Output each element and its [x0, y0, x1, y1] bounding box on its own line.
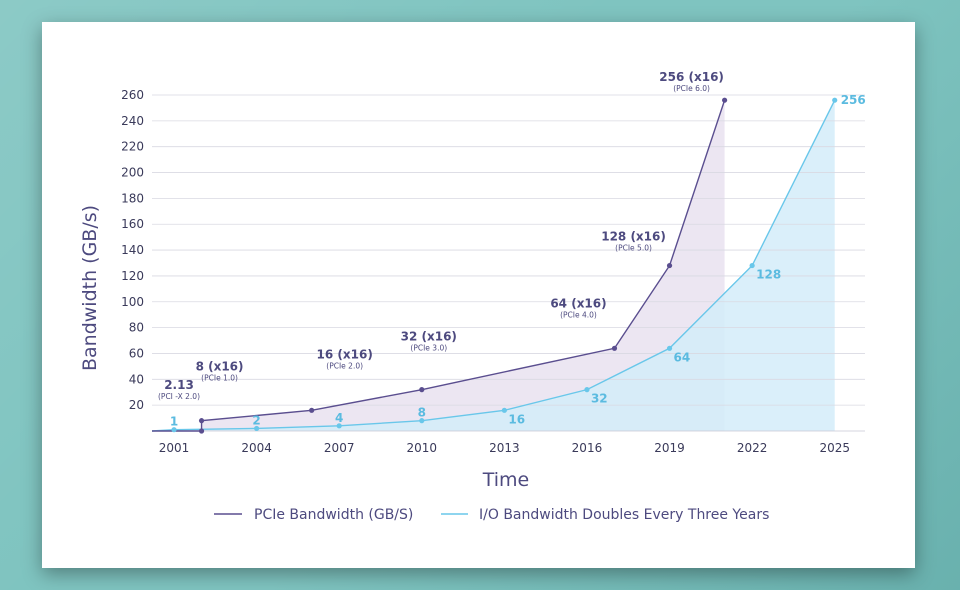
y-tick-label: 260	[121, 88, 144, 102]
pcix-start-label: 2.13	[164, 378, 194, 392]
y-tick-label: 180	[121, 191, 144, 205]
pcix-start-sublabel: (PCI -X 2.0)	[158, 392, 200, 401]
x-tick-label: 2013	[489, 441, 520, 455]
io-data-label: 128	[756, 268, 781, 282]
y-tick-label: 20	[129, 398, 144, 412]
io-data-point	[336, 423, 342, 429]
pcie-data-label: 64 (x16)	[550, 296, 606, 310]
pcie-data-sublabel: (PCIe 6.0)	[673, 84, 710, 93]
io-data-label: 32	[591, 392, 608, 406]
pcie-data-point	[611, 345, 618, 351]
x-tick-label: 2025	[819, 441, 850, 455]
x-tick-label: 2019	[654, 441, 685, 455]
pcie-data-point	[309, 407, 315, 413]
pcie-data-point	[722, 97, 728, 103]
bandwidth-chart: 20 40 60 80 100 120 140 160 180 200 220 240 260 2001…	[79, 70, 866, 523]
pcie-data-point	[198, 418, 205, 424]
y-tick-label: 60	[129, 346, 144, 360]
io-area-fill	[152, 100, 835, 432]
y-axis-label: Bandwidth (GB/s)	[79, 205, 101, 371]
y-tick-label: 80	[129, 321, 144, 335]
io-data-point	[254, 425, 260, 432]
pcie-data-sublabel: (PCIe 5.0)	[615, 244, 652, 253]
pcie-start-point	[198, 428, 205, 434]
io-data-point	[832, 97, 838, 103]
pcie-data-label: 128 (x16)	[601, 230, 666, 244]
pcie-data-point	[419, 387, 425, 393]
x-axis-label: Time	[482, 469, 530, 491]
y-tick-label: 200	[121, 166, 144, 180]
x-tick-label: 2016	[572, 441, 603, 455]
x-tick-label: 2004	[241, 441, 272, 455]
pcie-data-point	[666, 262, 673, 269]
x-tick-label: 2007	[324, 441, 355, 455]
legend: PCIe Bandwidth (GB/S) I/O Bandwidth Doub…	[214, 507, 769, 523]
y-tick-label: 120	[121, 269, 144, 283]
chart-card: 20 40 60 80 100 120 140 160 180 200 220 240 260 2001…	[42, 22, 915, 568]
pcie-data-sublabel: (PCIe 1.0)	[201, 374, 238, 383]
io-data-point	[501, 407, 507, 413]
io-data-label: 8	[418, 406, 426, 420]
pcie-data-label: 8 (x16)	[196, 360, 244, 374]
io-data-label: 2	[252, 413, 260, 427]
pcie-data-label: 256 (x16)	[659, 70, 724, 84]
legend-pcie-label: PCIe Bandwidth (GB/S)	[254, 507, 413, 523]
pcie-data-sublabel: (PCIe 3.0)	[410, 344, 447, 353]
pcie-data-label: 32 (x16)	[401, 330, 457, 344]
io-data-point	[171, 427, 177, 433]
x-tick-label: 2001	[159, 441, 190, 455]
y-tick-label: 220	[121, 140, 144, 154]
io-data-label: 16	[508, 412, 525, 426]
y-tick-label: 140	[121, 243, 144, 257]
io-data-point	[666, 345, 673, 351]
y-tick-label: 240	[121, 114, 144, 128]
y-tick-label: 160	[121, 217, 144, 231]
pcie-data-sublabel: (PCIe 4.0)	[560, 310, 597, 319]
y-tick-label: 100	[121, 295, 144, 309]
io-data-label: 256	[841, 93, 866, 107]
io-data-point	[749, 262, 755, 269]
io-data-label: 4	[335, 411, 343, 425]
y-tick-label: 40	[129, 372, 144, 386]
pcie-data-sublabel: (PCIe 2.0)	[326, 361, 363, 370]
io-data-point	[584, 387, 590, 393]
pcie-data-label: 16 (x16)	[317, 347, 373, 361]
io-data-label: 1	[170, 415, 178, 429]
io-series-line	[151, 99, 836, 432]
io-data-point	[419, 418, 425, 424]
legend-io-label: I/O Bandwidth Doubles Every Three Years	[479, 507, 769, 523]
x-tick-label: 2022	[737, 441, 768, 455]
io-data-label: 64	[674, 350, 691, 364]
x-tick-label: 2010	[407, 441, 438, 455]
